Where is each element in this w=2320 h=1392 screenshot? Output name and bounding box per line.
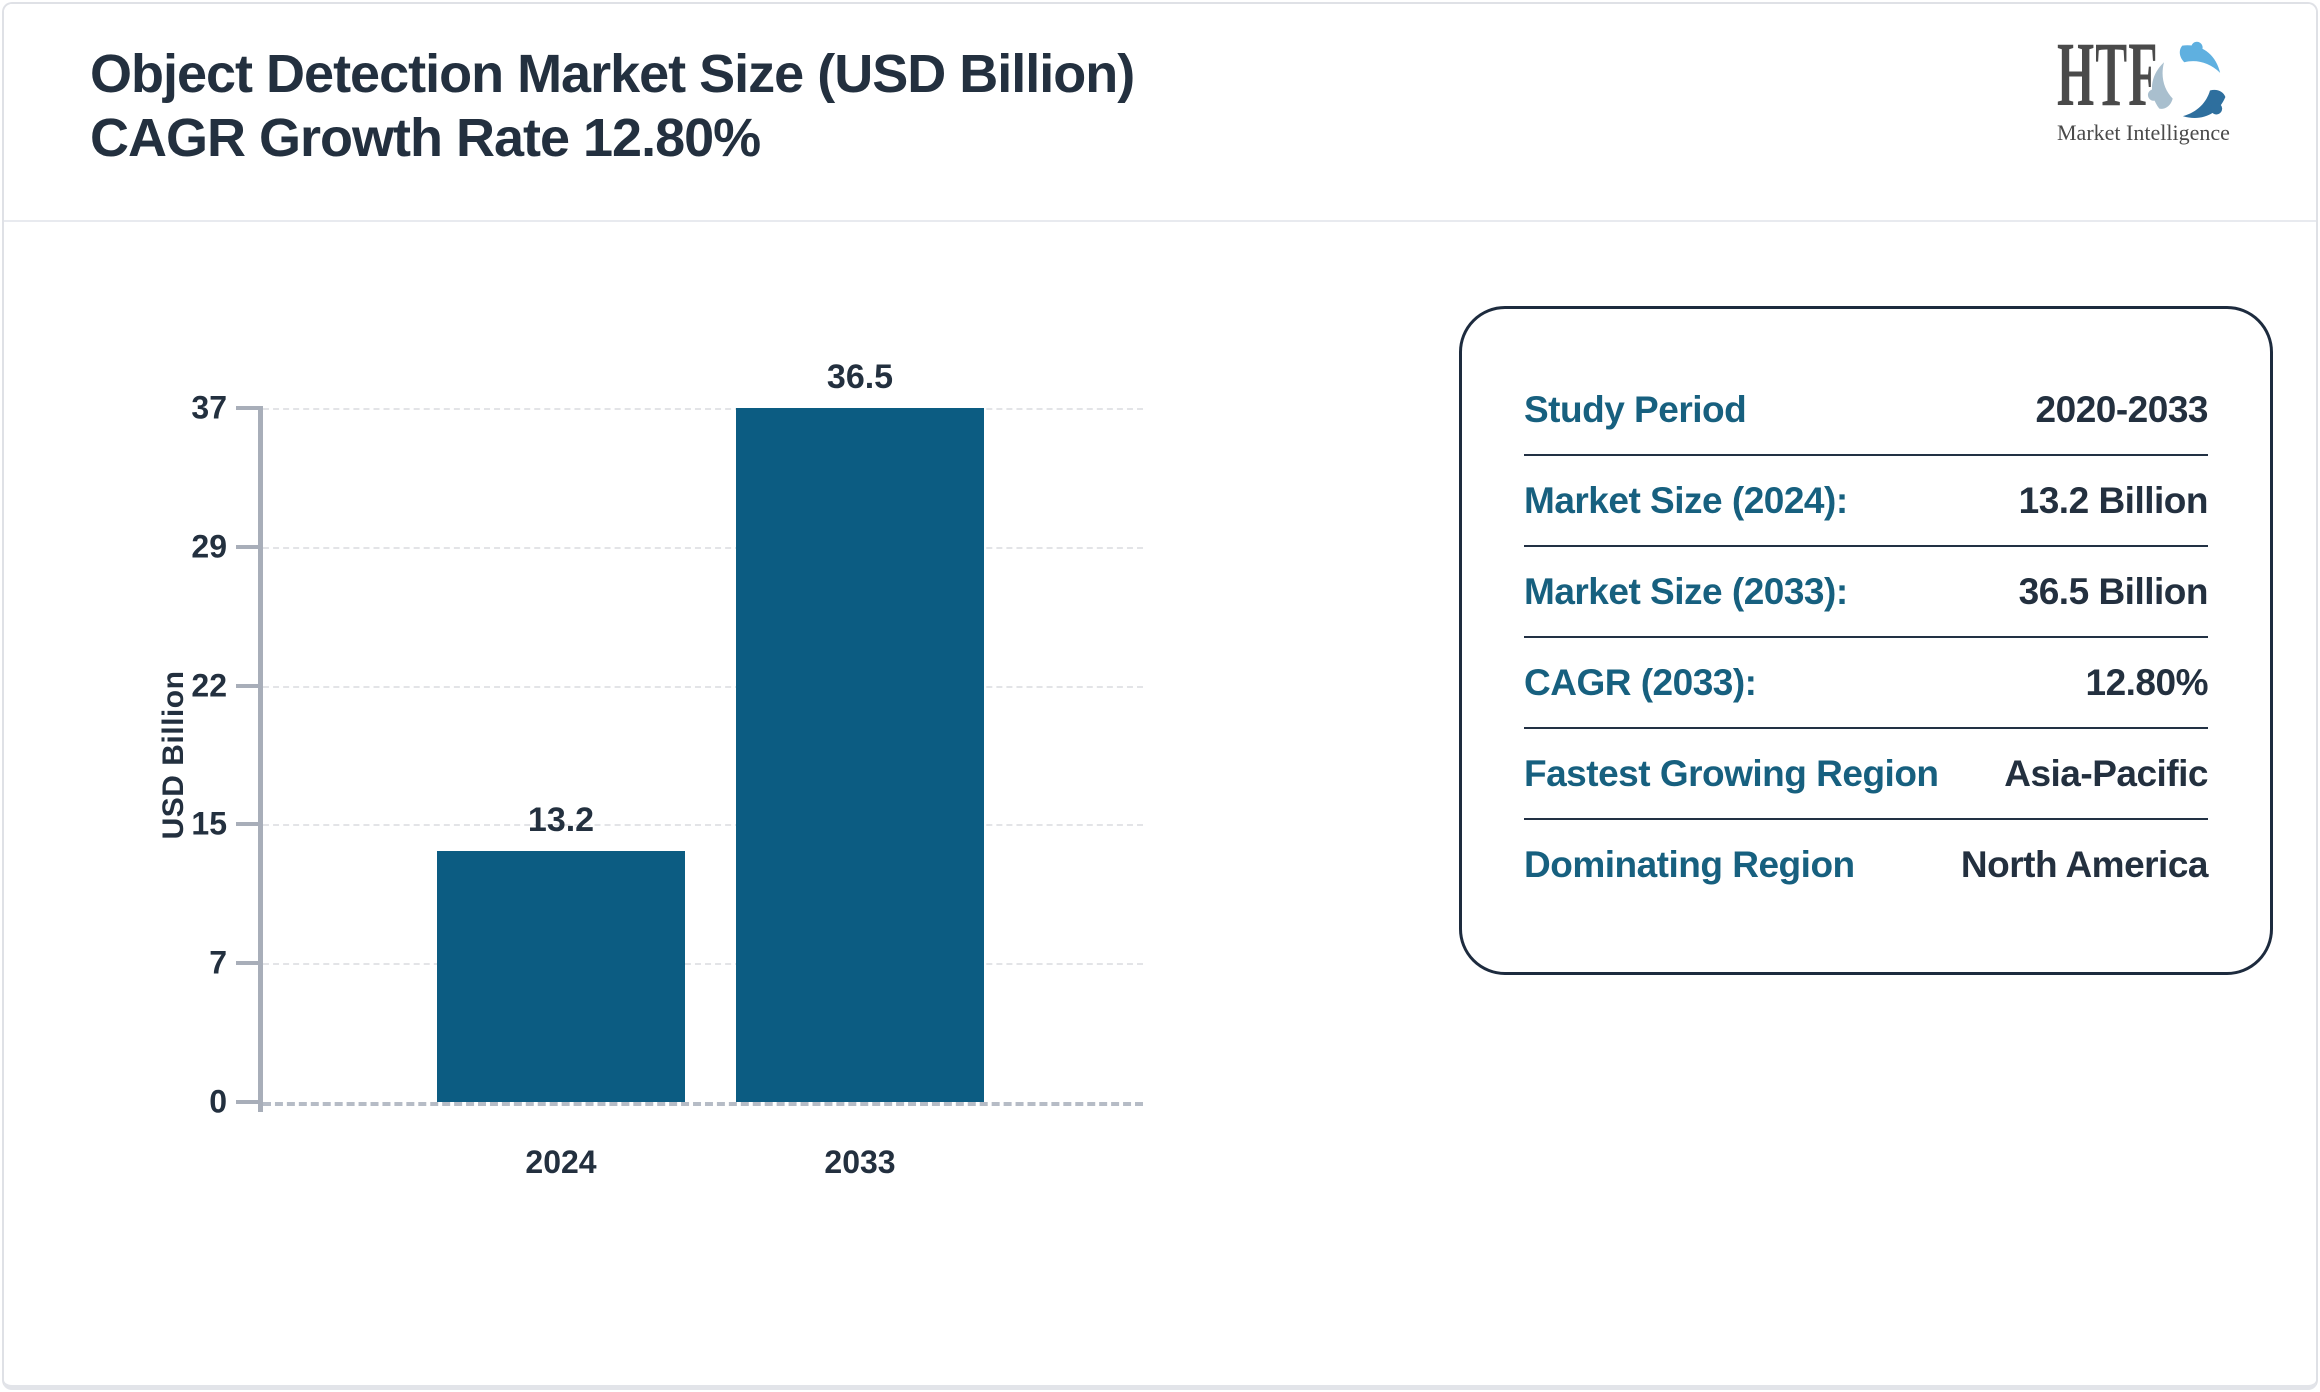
info-label: Market Size (2033): [1524,570,1848,612]
info-row-dominating-region: Dominating Region North America [1524,820,2209,909]
info-label: CAGR (2033): [1524,661,1757,703]
info-row-market-size-2024: Market Size (2024): 13.2 Billion [1524,456,2209,547]
gridline-22 [263,685,1143,688]
y-tick-mark [236,683,258,688]
header: Object Detection Market Size (USD Billio… [4,4,2316,222]
info-row-study-period: Study Period 2020-2033 [1524,365,2209,456]
info-value: North America [1960,843,2209,885]
info-label: Dominating Region [1524,843,1855,885]
y-tick-label-0: 0 [209,1083,227,1120]
info-panel-rows: Study Period 2020-2033 Market Size (2024… [1524,365,2209,909]
gridline-7 [263,963,1143,966]
info-row-cagr: CAGR (2033): 12.80% [1524,638,2208,729]
info-value: 2020-2033 [2035,388,2209,430]
info-value: Asia-Pacific [2004,752,2208,794]
gridline-15 [263,824,1143,827]
y-tick-label-7: 7 [209,944,227,981]
y-tick-mark [236,406,258,410]
y-axis-line [258,406,263,1112]
gridline-0 [263,1102,1143,1106]
x-tick-label-2033: 2033 [824,1144,896,1180]
htf-logo: HTF Market Intelli [2057,28,2247,154]
info-row-market-size-2033: Market Size (2033): 36.5 Billion [1524,547,2209,638]
x-tick-label-2024: 2024 [525,1144,597,1180]
page-title: Object Detection Market Size (USD Billio… [90,42,1135,170]
y-tick-label-37: 37 [191,389,227,426]
page-title-line1: Object Detection Market Size (USD Billio… [90,44,1135,104]
y-tick-label-15: 15 [191,805,227,842]
bar-chart-plot: 0 7 15 22 29 37 13.2 2024 36.5 2033 [191,358,1143,1180]
info-value: 13.2 Billion [2018,479,2209,521]
info-label: Market Size (2024): [1524,479,1848,521]
info-value: 36.5 Billion [2018,570,2209,612]
htf-swirl-icon [2147,41,2226,119]
y-tick-mark [236,1100,258,1104]
gridline-29 [263,546,1143,549]
y-tick-mark [236,822,258,827]
info-value: 12.80% [2085,661,2209,703]
y-tick-mark [236,961,258,966]
bar-value-label-2024: 13.2 [527,801,595,840]
y-tick-label-22: 22 [191,667,227,704]
info-panel: Study Period 2020-2033 Market Size (2024… [1459,306,2273,975]
page-title-line2: CAGR Growth Rate 12.80% [90,108,761,168]
y-tick-mark [236,544,258,549]
info-label: Study Period [1524,388,1747,430]
gridline-37 [263,408,1143,410]
bar-value-label-2033: 36.5 [826,358,894,396]
htf-logo-tagline: Market Intelligence [2057,120,2230,145]
info-label: Fastest Growing Region [1524,752,1939,794]
info-row-fastest-growing-region: Fastest Growing Region Asia-Pacific [1524,729,2208,820]
bar-2024 [437,851,685,1102]
y-tick-label-29: 29 [191,528,227,565]
bar-2033 [736,408,984,1102]
htf-logo-text: HTF [2057,23,2159,125]
